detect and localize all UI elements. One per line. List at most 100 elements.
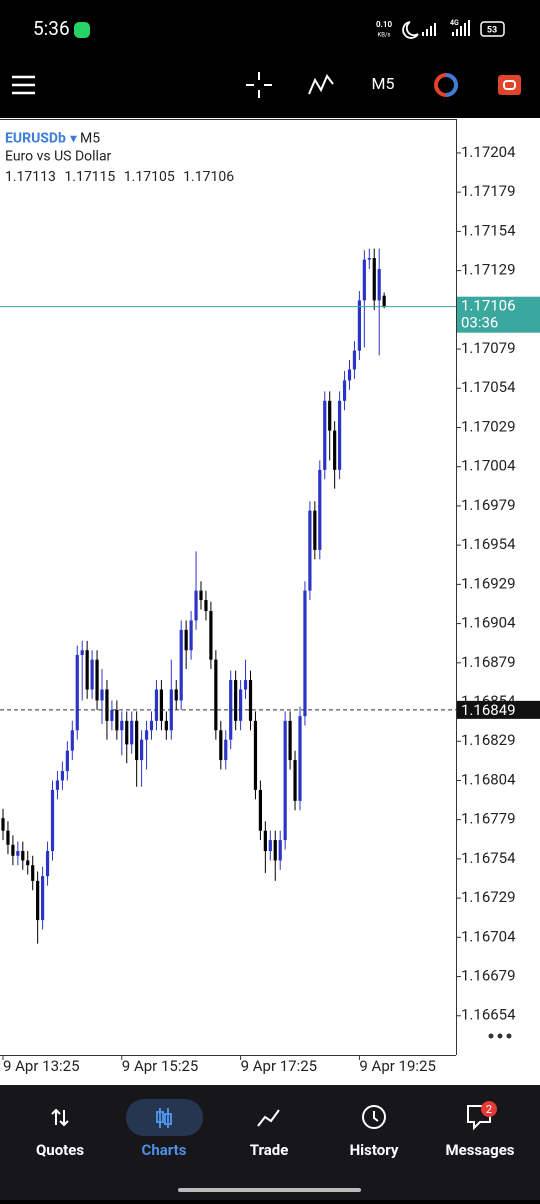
candle-body: [229, 680, 233, 740]
nav-item[interactable]: Messages: [445, 1141, 514, 1159]
y-tick-label: 1.17054: [461, 378, 516, 396]
ohlc-open: 1.17113: [5, 169, 56, 185]
candle-body: [115, 709, 119, 731]
candle-body: [95, 659, 99, 701]
y-tick-label: 1.17079: [461, 339, 516, 357]
candle-body: [194, 590, 198, 621]
y-tick-label: 1.16904: [461, 614, 516, 632]
candle-body: [283, 720, 287, 841]
dnd-icon: [402, 21, 419, 39]
candle-body: [323, 400, 327, 470]
candle-body: [80, 650, 84, 655]
whatsapp-icon: [74, 22, 90, 38]
ohlc-line: 1.17113 1.17115 1.17105 1.17106: [5, 169, 234, 185]
candle-body: [60, 771, 64, 781]
menu-button[interactable]: [12, 75, 35, 95]
symbol: EURUSDb: [5, 131, 66, 147]
y-tick-label: 1.16804: [461, 770, 516, 788]
candle-body: [75, 654, 79, 731]
candle-body: [144, 730, 149, 740]
trade-button[interactable]: [498, 75, 521, 95]
ohlc-close: 1.17106: [183, 169, 234, 185]
candle-body: [377, 269, 381, 301]
candle-body: [90, 659, 94, 690]
candle-body: [135, 720, 139, 761]
candle-body: [120, 720, 124, 731]
home-indicator: [178, 1188, 361, 1192]
plot: [0, 248, 456, 944]
candle-body: [239, 689, 243, 721]
candle-body: [6, 830, 10, 845]
candle-body: [31, 865, 35, 881]
nav-icons: [51, 1105, 491, 1131]
candle-body: [268, 840, 272, 852]
candle-body: [308, 510, 312, 591]
bid-timer: 03:36: [461, 314, 498, 332]
y-tick-label: 1.16929: [461, 574, 516, 592]
y-tick-label: 1.16779: [461, 810, 516, 828]
candle-body: [110, 709, 114, 721]
candle-body: [367, 258, 371, 260]
y-tick-label: 1.16704: [461, 927, 516, 945]
candle-body: [352, 350, 357, 370]
indicators-button[interactable]: [308, 74, 334, 95]
y-tick-label: 1.16679: [461, 967, 516, 985]
candle-body: [16, 851, 20, 856]
y-tick-label: 1.17179: [461, 182, 516, 200]
y-tick-label: 1.17004: [461, 457, 516, 475]
candle-body: [382, 295, 386, 307]
nav-item[interactable]: History: [350, 1141, 399, 1159]
candle-body: [209, 611, 213, 660]
candle-body: [159, 689, 163, 721]
candle-body: [293, 760, 297, 801]
candle-body: [338, 400, 342, 470]
candle-body: [372, 258, 376, 301]
candle-body: [26, 860, 30, 866]
candle-body: [45, 851, 50, 877]
nav-badge: [481, 1101, 497, 1117]
nav-item[interactable]: Quotes: [36, 1141, 84, 1159]
level-label-box: [457, 700, 540, 719]
more-button[interactable]: [488, 1033, 512, 1039]
candle-body: [328, 400, 332, 431]
nav-labels: Quotes Charts Trade History Messages: [36, 1141, 515, 1159]
candle-body: [333, 430, 337, 470]
candle-body: [50, 789, 55, 852]
signal-icon: [422, 20, 470, 36]
candle-body: [164, 720, 168, 731]
nav-item[interactable]: Charts: [142, 1141, 187, 1159]
candle-body: [303, 590, 307, 717]
candle-body: [199, 590, 203, 601]
candle-body: [70, 730, 74, 751]
candle-body: [125, 720, 129, 745]
candle-body: [357, 300, 361, 351]
y-tick-label: 1.17029: [461, 417, 516, 435]
x-tick-label: 9 Apr 13:25: [3, 1057, 80, 1075]
bid-label-box: [457, 296, 540, 333]
nav-item[interactable]: Trade: [250, 1141, 289, 1159]
candle-body: [342, 380, 347, 401]
candle-body: [100, 689, 104, 701]
candle-body: [11, 844, 15, 856]
objects-button-half: [445, 73, 458, 97]
y-tick-label: 1.16654: [461, 1006, 516, 1024]
timeframe-button[interactable]: M5: [372, 74, 395, 93]
trade-button-glyph: [503, 80, 516, 90]
x-tick-label: 9 Apr 17:25: [241, 1057, 318, 1075]
candle-body: [234, 680, 238, 721]
candle-body: [288, 720, 292, 761]
candle-body: [105, 689, 109, 721]
top-bar: [0, 0, 540, 120]
status-time: 5:36: [33, 17, 70, 40]
candle-body: [179, 629, 183, 701]
network-type: 4G: [450, 19, 459, 27]
chart-timeframe: M5: [80, 131, 100, 147]
crosshair-button[interactable]: [246, 72, 272, 98]
y-tick-label: 1.16954: [461, 535, 516, 553]
bid-label: 1.17106: [461, 297, 516, 315]
battery-level: 53: [487, 25, 497, 35]
candle-body: [65, 750, 69, 772]
symbol-arrow: ▼: [70, 134, 77, 144]
candle-body: [130, 720, 134, 745]
